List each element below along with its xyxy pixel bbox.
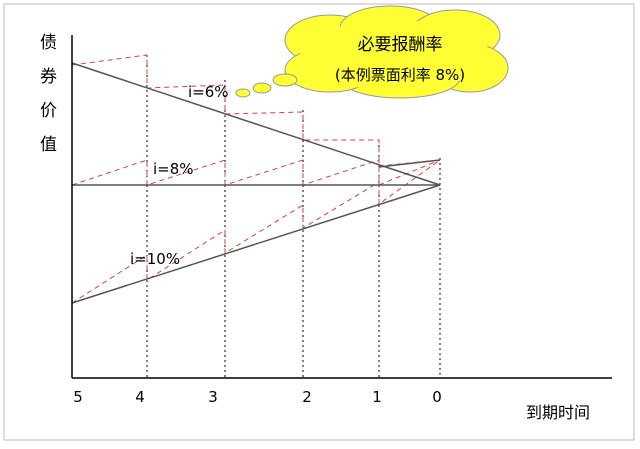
x-tick-label: 3 bbox=[208, 388, 218, 406]
line-label: i=6% bbox=[188, 83, 229, 101]
x-axis-label: 到期时间 bbox=[526, 403, 590, 422]
y-axis-label-text: 债券价值 bbox=[40, 33, 57, 155]
guide-lines bbox=[146, 55, 441, 378]
x-tick-label: 1 bbox=[372, 388, 382, 406]
x-ticks: 5 4 3 2 1 0 bbox=[73, 388, 442, 406]
x-tick-label: 0 bbox=[432, 388, 442, 406]
x-tick-label: 4 bbox=[135, 388, 145, 406]
x-tick-label: 2 bbox=[302, 388, 312, 406]
x-tick-label: 5 bbox=[73, 388, 83, 406]
callout-line2: (本例票面利率 8%) bbox=[335, 66, 465, 84]
axes bbox=[71, 35, 612, 379]
coupon-path bbox=[71, 54, 441, 304]
line-label: i=10% bbox=[130, 250, 180, 268]
line-label: i=8% bbox=[153, 160, 194, 178]
callout-cloud bbox=[235, 5, 509, 99]
y-axis-label: 债券价值 bbox=[40, 33, 57, 155]
value-lines bbox=[71, 62, 441, 304]
callout-line1: 必要报酬率 bbox=[358, 35, 443, 55]
